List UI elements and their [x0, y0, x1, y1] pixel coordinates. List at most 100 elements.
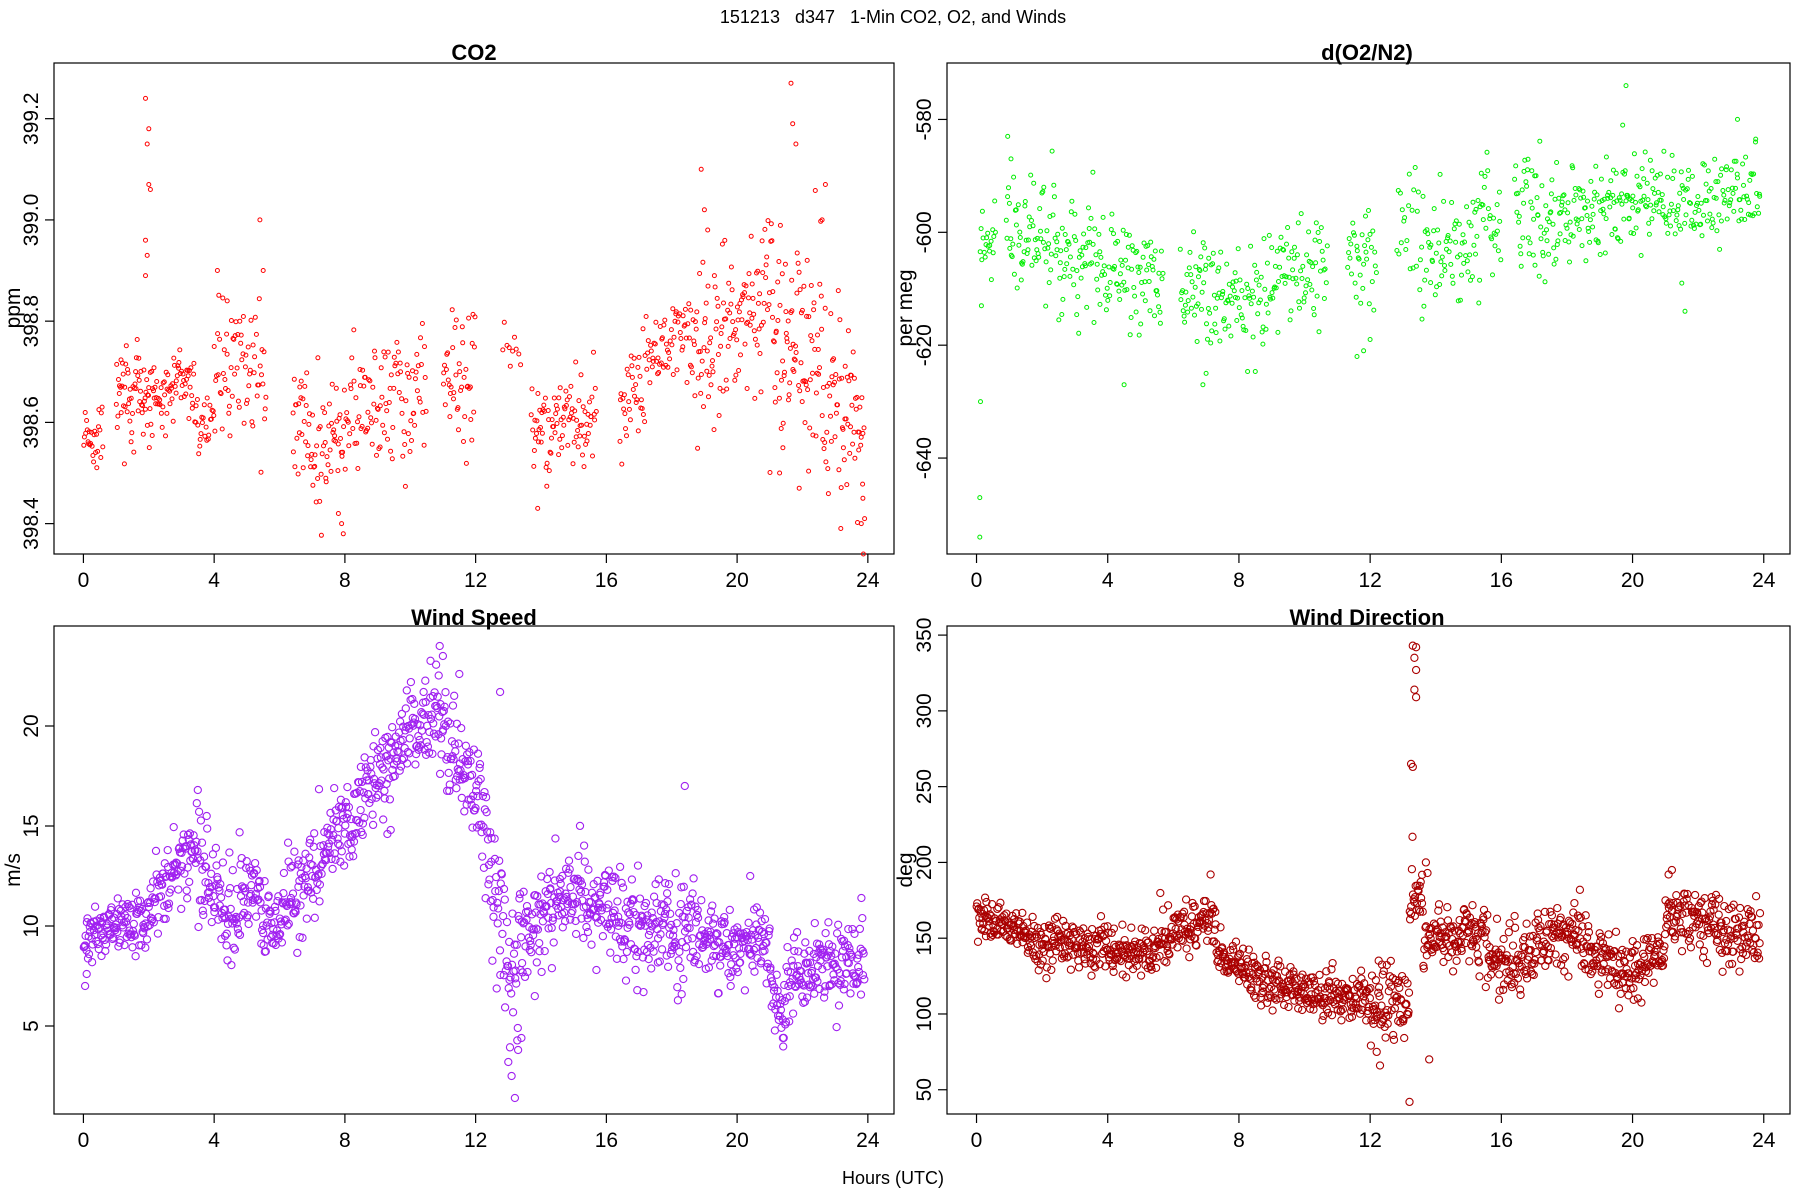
data-point: [116, 377, 121, 382]
data-point: [701, 404, 706, 410]
data-point: [116, 935, 125, 945]
data-point: [1348, 241, 1354, 247]
data-point: [349, 837, 359, 846]
data-point: [1089, 260, 1095, 266]
data-point: [726, 981, 735, 991]
data-point: [1386, 956, 1395, 966]
data-point: [222, 941, 231, 950]
data-point: [1411, 665, 1421, 675]
data-point: [973, 937, 983, 946]
data-point: [695, 375, 701, 381]
data-point: [146, 445, 152, 451]
data-point: [133, 386, 139, 392]
data-point: [312, 452, 318, 458]
data-point: [535, 391, 541, 396]
data-point: [532, 924, 541, 933]
data-point: [493, 919, 502, 928]
data-point: [1651, 208, 1657, 214]
data-point: [1092, 226, 1098, 232]
data-point: [1671, 917, 1680, 926]
data-point: [1095, 287, 1101, 293]
data-point: [1048, 251, 1054, 257]
data-point: [151, 894, 160, 903]
data-point: [87, 958, 97, 967]
data-point: [342, 813, 351, 822]
data-point: [1201, 896, 1210, 906]
data-point: [817, 946, 826, 955]
data-point: [1183, 289, 1189, 295]
data-point: [1433, 250, 1439, 256]
data-point: [356, 762, 366, 772]
data-point: [310, 482, 316, 488]
data-point: [1406, 203, 1412, 209]
data-point: [367, 794, 376, 804]
data-point: [359, 788, 368, 797]
y-tick-label: -580: [913, 98, 936, 140]
data-point: [724, 940, 734, 950]
data-point: [1071, 282, 1077, 288]
data-point: [710, 914, 719, 923]
data-point: [1489, 236, 1495, 242]
data-point: [793, 141, 799, 147]
data-point: [1053, 253, 1059, 259]
data-point: [815, 332, 820, 338]
data-point: [1209, 328, 1215, 334]
data-point: [1289, 967, 1298, 976]
data-point: [990, 227, 996, 233]
data-point: [1541, 230, 1547, 236]
y-tick-label: 398.6: [20, 396, 43, 449]
data-point: [346, 443, 352, 449]
data-point: [366, 377, 372, 383]
data-point: [1686, 943, 1696, 952]
data-point: [1522, 919, 1531, 928]
data-point: [1445, 233, 1451, 238]
data-point: [704, 368, 710, 374]
data-point: [1261, 951, 1270, 960]
data-point: [163, 433, 168, 439]
data-point: [504, 1057, 513, 1067]
data-point: [667, 920, 676, 930]
data-point: [1067, 273, 1073, 279]
data-point: [253, 331, 259, 337]
data-point: [1323, 280, 1329, 286]
data-point: [794, 947, 803, 956]
data-point: [186, 416, 192, 421]
data-point: [698, 390, 704, 396]
data-point: [729, 287, 735, 293]
data-point: [247, 881, 256, 890]
data-point: [536, 439, 541, 445]
data-point: [172, 362, 177, 368]
data-point: [1203, 262, 1209, 268]
data-point: [1284, 977, 1293, 986]
data-point: [746, 271, 752, 277]
data-point: [1029, 262, 1035, 268]
data-point: [459, 384, 465, 390]
data-point: [1136, 950, 1145, 959]
data-point: [1059, 312, 1065, 317]
data-point: [609, 912, 619, 922]
data-point: [1723, 167, 1729, 173]
data-point: [164, 899, 174, 908]
data-point: [1621, 216, 1627, 222]
data-point: [171, 871, 180, 880]
data-points: [972, 641, 1765, 1107]
data-point: [831, 356, 837, 362]
data-point: [460, 340, 466, 346]
data-point: [191, 360, 197, 366]
data-point: [1273, 285, 1279, 291]
data-point: [1587, 239, 1593, 245]
data-point: [984, 921, 993, 930]
data-point: [1022, 199, 1028, 204]
data-point: [560, 917, 570, 926]
data-point: [116, 391, 122, 396]
data-point: [1231, 958, 1240, 968]
data-point: [130, 931, 139, 940]
data-point: [1253, 977, 1262, 986]
data-point: [756, 326, 762, 332]
data-point: [750, 295, 756, 301]
data-point: [765, 924, 774, 933]
data-point: [720, 912, 729, 922]
data-point: [1426, 934, 1435, 943]
data-point: [442, 402, 448, 408]
data-point: [197, 838, 207, 847]
